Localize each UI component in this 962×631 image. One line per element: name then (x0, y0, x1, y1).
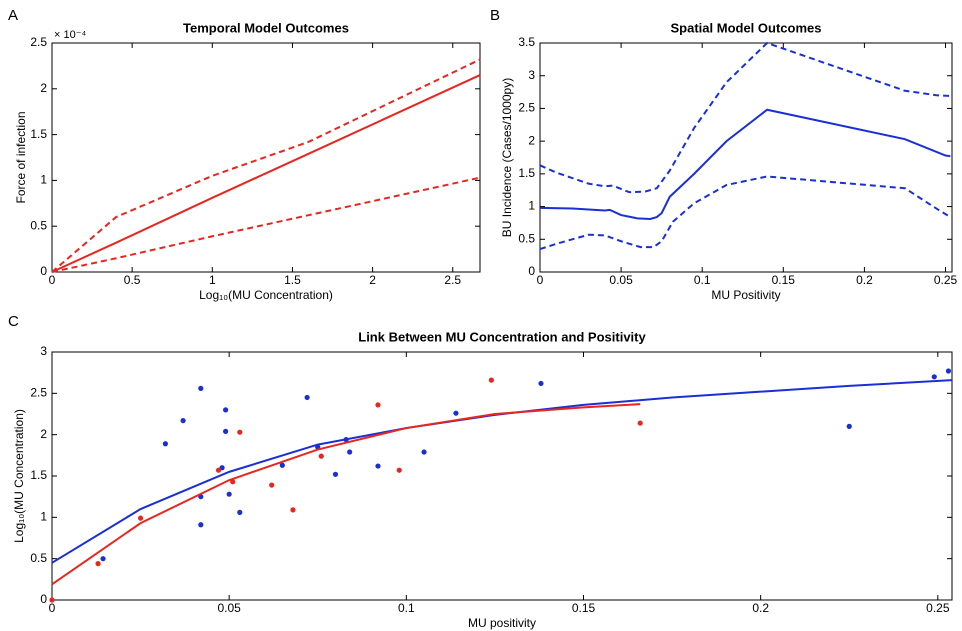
y-tick-label: 2.5 (30, 35, 47, 49)
x-tick-label: 0.15 (772, 273, 796, 287)
y-tick-label: 2.5 (30, 386, 47, 400)
y-tick-label: 1.5 (30, 127, 47, 141)
x-tick-label: 2 (369, 273, 376, 287)
y-tick-label: 0 (528, 264, 535, 278)
data-line (539, 108, 951, 221)
x-tick-label: 0.05 (217, 601, 241, 615)
data-point (488, 377, 494, 383)
chart-title: Link Between MU Concentration and Positi… (358, 329, 646, 344)
data-point (332, 471, 339, 477)
y-scale-label: × 10⁻⁴ (54, 29, 87, 41)
data-point (290, 507, 296, 513)
data-line (51, 58, 481, 273)
y-tick-label: 1.5 (518, 166, 535, 180)
y-tick-label: 2 (40, 81, 47, 95)
y-axis-label: Log₁₀(MU Concentration) (12, 409, 26, 543)
data-point (347, 449, 353, 455)
y-tick-label: 0.5 (30, 551, 47, 565)
data-point (180, 418, 186, 424)
plot-frame (51, 42, 481, 273)
data-point (304, 394, 310, 401)
y-tick-label: 0.5 (518, 231, 535, 245)
y-tick-label: 2 (528, 133, 535, 147)
panel-label: C (8, 313, 19, 330)
y-axis-label: BU Incidence (Cases/1000py) (500, 78, 514, 237)
data-point (215, 467, 222, 473)
data-point (931, 374, 937, 380)
data-point (137, 515, 144, 521)
data-line (539, 175, 951, 251)
data-point (100, 556, 106, 562)
y-tick-label: 0 (40, 592, 47, 606)
data-point (453, 410, 459, 416)
x-tick-label: 2.5 (444, 273, 461, 287)
chart-title: Temporal Model Outcomes (183, 20, 349, 35)
data-point (198, 522, 204, 528)
chart-title: Spatial Model Outcomes (671, 20, 822, 35)
data-point (375, 402, 381, 408)
data-point (198, 385, 204, 391)
data-point (279, 462, 285, 468)
x-tick-label: 0.1 (398, 601, 415, 615)
x-tick-label: 0 (537, 273, 544, 287)
x-tick-label: 0.25 (934, 273, 958, 287)
data-point (846, 423, 852, 429)
data-point (637, 420, 643, 426)
y-tick-label: 3 (40, 344, 47, 358)
data-point (318, 453, 324, 459)
x-tick-label: 0.05 (609, 273, 633, 287)
data-point (230, 479, 236, 485)
y-tick-label: 1.5 (30, 468, 47, 482)
data-point (237, 429, 243, 435)
data-point (396, 467, 402, 473)
y-tick-label: 2.5 (518, 101, 535, 115)
y-tick-label: 1 (40, 510, 47, 524)
panel-label: B (490, 7, 500, 24)
y-tick-label: 0.5 (30, 218, 47, 232)
x-tick-label: 0.1 (694, 273, 711, 287)
data-line (51, 403, 641, 586)
data-point (49, 597, 55, 603)
x-tick-label: 1 (209, 273, 216, 287)
data-point (375, 463, 381, 469)
panel-label: A (8, 7, 18, 24)
data-line (51, 74, 481, 273)
data-point (226, 491, 232, 497)
x-tick-label: 0.2 (856, 273, 873, 287)
plot-frame (539, 42, 953, 273)
y-axis-label: Force of infection (14, 111, 28, 203)
x-axis-label: MU Positivity (711, 288, 780, 302)
y-tick-label: 1 (528, 199, 535, 213)
data-point (269, 482, 275, 488)
x-tick-label: 1.5 (284, 273, 301, 287)
x-tick-label: 0.2 (752, 601, 769, 615)
y-tick-label: 1 (40, 173, 47, 187)
data-point (945, 368, 952, 374)
y-tick-label: 2 (40, 427, 47, 441)
x-tick-label: 0.15 (572, 601, 596, 615)
x-axis-label: Log₁₀(MU Concentration) (199, 288, 333, 302)
x-axis-label: MU positivity (468, 616, 536, 630)
x-tick-label: 0 (49, 273, 56, 287)
data-point (223, 428, 229, 434)
data-line (51, 176, 481, 273)
data-line (51, 379, 953, 564)
data-point (95, 561, 101, 567)
data-point (162, 441, 168, 447)
x-tick-label: 0 (49, 601, 56, 615)
data-point (538, 380, 544, 387)
x-tick-label: 0.25 (926, 601, 950, 615)
y-tick-label: 0 (40, 264, 47, 278)
data-point (223, 407, 229, 413)
y-tick-label: 3 (528, 68, 535, 82)
x-tick-label: 0.5 (124, 273, 141, 287)
y-tick-label: 3.5 (518, 35, 535, 49)
plot-frame (51, 351, 953, 601)
data-line (539, 41, 951, 194)
data-point (421, 449, 427, 455)
data-point (237, 509, 243, 515)
